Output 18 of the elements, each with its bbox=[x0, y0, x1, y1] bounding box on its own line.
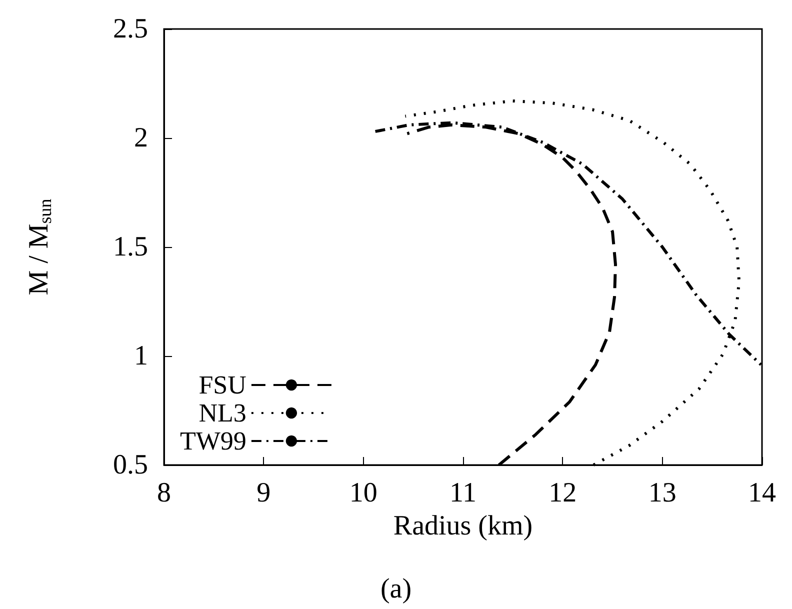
x-tick-label: 9 bbox=[256, 478, 271, 508]
x-tick-label: 13 bbox=[648, 478, 676, 508]
legend-label: TW99 bbox=[180, 426, 246, 456]
y-tick-label: 1 bbox=[134, 340, 148, 372]
y-axis-title: M / Msun bbox=[24, 198, 55, 296]
legend-label: NL3 bbox=[198, 398, 246, 428]
text: (a) bbox=[380, 574, 412, 604]
y-tick-label: 2.5 bbox=[113, 14, 148, 44]
x-tick-label: 10 bbox=[349, 478, 378, 508]
y-tick-label: 2 bbox=[134, 122, 148, 154]
y-tick-label: 1.5 bbox=[113, 232, 148, 262]
x-tick-label: 11 bbox=[450, 478, 476, 508]
x-tick-label: 8 bbox=[157, 478, 171, 508]
legend-label: FSU bbox=[198, 370, 247, 400]
x-tick-label: 14 bbox=[748, 478, 776, 508]
y-tick-label: 0.5 bbox=[113, 450, 148, 480]
x-tick-label: 12 bbox=[548, 478, 577, 508]
x-axis-title: Radius (km) bbox=[393, 510, 533, 542]
